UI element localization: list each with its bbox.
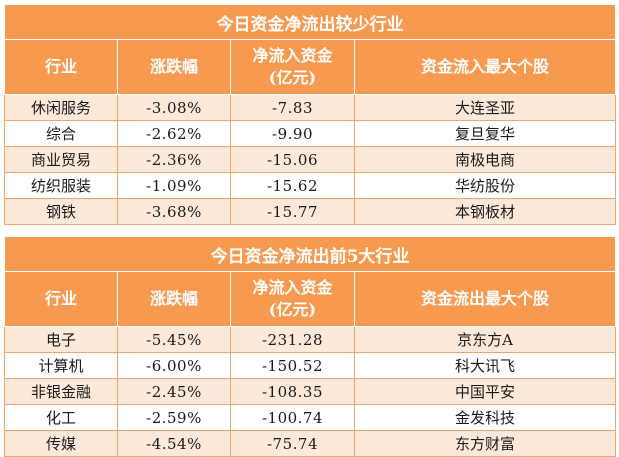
cell-net-inflow: -15.62	[230, 172, 355, 199]
cell-change: -2.59%	[117, 404, 231, 431]
cell-top-stock: 复旦复华	[354, 120, 616, 147]
table-row: 商业贸易 -2.36% -15.06 南极电商	[4, 146, 616, 173]
cell-industry: 非银金融	[4, 378, 118, 405]
table-title: 今日资金净流出前5大行业	[3, 236, 617, 272]
table-net-outflow-least: 今日资金净流出较少行业 行业 涨跌幅 净流入资金 (亿元) 资金流入最大个股 休…	[4, 4, 616, 225]
cell-net-inflow: -75.74	[230, 430, 355, 457]
cell-industry: 商业贸易	[4, 146, 118, 173]
column-header-net-inflow-text: 净流入资金 (亿元)	[252, 46, 333, 87]
table-title: 今日资金净流出较少行业	[4, 4, 616, 40]
column-header-top-stock: 资金流入最大个股	[354, 39, 616, 95]
column-header-net-inflow: 净流入资金 (亿元)	[230, 39, 355, 95]
cell-change: -3.68%	[117, 198, 231, 225]
table-row: 钢铁 -3.68% -15.77 本钢板材	[4, 198, 616, 225]
cell-change: -4.54%	[117, 430, 231, 457]
column-header-net-inflow-text: 净流入资金 (亿元)	[252, 278, 333, 319]
cell-net-inflow: -150.52	[230, 352, 355, 379]
cell-net-inflow: -15.77	[230, 198, 355, 225]
cell-top-stock: 华纺股份	[354, 172, 616, 199]
cell-net-inflow: -108.35	[230, 378, 355, 405]
column-header-top-stock: 资金流出最大个股	[353, 271, 617, 327]
table-row: 计算机 -6.00% -150.52 科大讯飞	[4, 352, 617, 379]
cell-industry: 电子	[4, 326, 118, 353]
table-row: 休闲服务 -3.08% -7.83 大连圣亚	[4, 94, 616, 121]
cell-net-inflow: -9.90	[230, 120, 355, 147]
cell-change: -3.08%	[117, 94, 231, 121]
cell-top-stock: 金发科技	[353, 404, 617, 431]
table-row: 传媒 -4.54% -75.74 东方财富	[4, 430, 617, 457]
cell-change: -2.45%	[117, 378, 231, 405]
column-header-industry: 行业	[4, 271, 118, 327]
cell-net-inflow: -100.74	[230, 404, 355, 431]
cell-top-stock: 东方财富	[353, 430, 617, 457]
cell-change: -6.00%	[117, 352, 231, 379]
table-row: 非银金融 -2.45% -108.35 中国平安	[4, 378, 617, 405]
table-row: 电子 -5.45% -231.28 京东方A	[4, 326, 617, 353]
cell-change: -2.36%	[117, 146, 231, 173]
cell-net-inflow: -15.06	[230, 146, 355, 173]
cell-industry: 综合	[4, 120, 118, 147]
cell-industry: 休闲服务	[4, 94, 118, 121]
table-row: 化工 -2.59% -100.74 金发科技	[4, 404, 617, 431]
table-net-outflow-top5: 今日资金净流出前5大行业 行业 涨跌幅 净流入资金 (亿元) 资金流出最大个股 …	[3, 236, 617, 457]
column-header-industry: 行业	[4, 39, 118, 95]
column-header-change: 涨跌幅	[117, 39, 231, 95]
cell-top-stock: 大连圣亚	[354, 94, 616, 121]
cell-industry: 传媒	[4, 430, 118, 457]
cell-top-stock: 科大讯飞	[353, 352, 617, 379]
column-header-change: 涨跌幅	[117, 271, 231, 327]
cell-net-inflow: -231.28	[230, 326, 355, 353]
cell-top-stock: 本钢板材	[354, 198, 616, 225]
cell-top-stock: 中国平安	[353, 378, 617, 405]
cell-net-inflow: -7.83	[230, 94, 355, 121]
cell-top-stock: 南极电商	[354, 146, 616, 173]
column-header-net-inflow: 净流入资金 (亿元)	[230, 271, 355, 327]
cell-industry: 纺织服装	[4, 172, 118, 199]
cell-change: -2.62%	[117, 120, 231, 147]
cell-change: -1.09%	[117, 172, 231, 199]
cell-industry: 计算机	[4, 352, 118, 379]
table-row: 纺织服装 -1.09% -15.62 华纺股份	[4, 172, 616, 199]
cell-industry: 钢铁	[4, 198, 118, 225]
cell-industry: 化工	[4, 404, 118, 431]
cell-change: -5.45%	[117, 326, 231, 353]
cell-top-stock: 京东方A	[353, 326, 617, 353]
table-row: 综合 -2.62% -9.90 复旦复华	[4, 120, 616, 147]
